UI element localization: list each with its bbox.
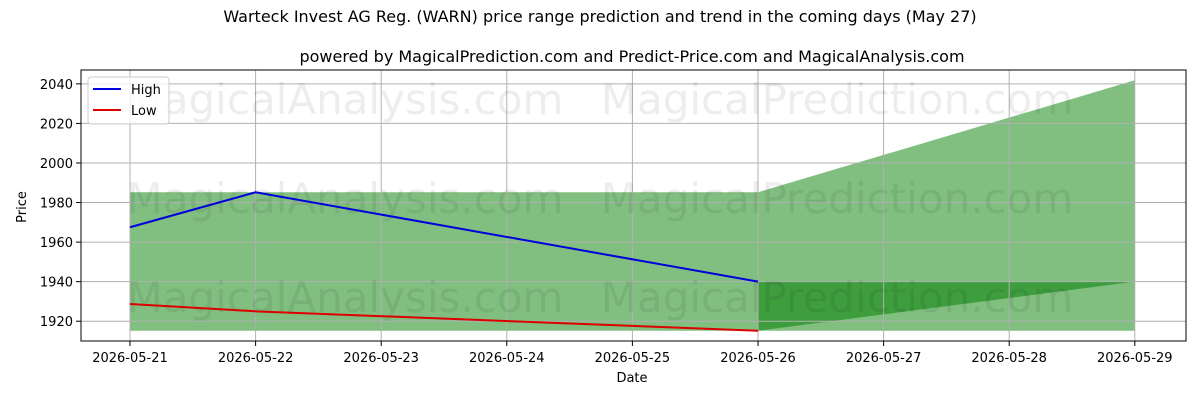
y-tick-label: 2020 <box>40 117 73 132</box>
grid-lines <box>81 70 1186 341</box>
y-tick-label: 1940 <box>40 276 73 291</box>
series-lines <box>129 191 759 332</box>
y-axis-ticks: 1920 1940 1960 1980 2000 2020 2040 <box>40 78 81 330</box>
chart-title: Warteck Invest AG Reg. (WARN) price rang… <box>223 7 976 26</box>
watermark-text: MagicalPrediction.com <box>601 273 1074 322</box>
x-tick-label: 2026-05-21 <box>92 351 168 366</box>
y-tick-label: 2040 <box>40 78 73 93</box>
watermarks: MagicalAnalysis.com MagicalPrediction.com… <box>127 75 1074 322</box>
watermark-text: MagicalPrediction.com <box>601 75 1074 124</box>
legend-label-low: Low <box>131 104 157 119</box>
prediction-band-1 <box>758 80 1135 331</box>
prediction-bands <box>130 80 1135 331</box>
y-tick-label: 1960 <box>40 236 73 251</box>
x-tick-label: 2026-05-26 <box>720 351 796 366</box>
y-tick-label: 2000 <box>40 157 73 172</box>
y-axis-label: Price <box>15 191 30 223</box>
watermark-text: MagicalPrediction.com <box>601 174 1074 223</box>
plot-frame <box>80 69 1187 342</box>
x-tick-label: 2026-05-27 <box>846 351 922 366</box>
chart-subtitle: powered by MagicalPrediction.com and Pre… <box>299 47 964 66</box>
x-axis-ticks: 2026-05-21 2026-05-22 2026-05-23 2026-05-24… <box>92 341 1173 366</box>
prediction-band-0 <box>130 192 758 331</box>
x-tick-label: 2026-05-24 <box>469 351 545 366</box>
y-tick-label: 1920 <box>40 315 73 330</box>
x-axis-label: Date <box>616 371 647 386</box>
y-tick-label: 1980 <box>40 197 73 212</box>
x-tick-label: 2026-05-28 <box>971 351 1047 366</box>
legend-label-high: High <box>131 83 161 98</box>
x-tick-label: 2026-05-25 <box>595 351 671 366</box>
x-tick-label: 2026-05-29 <box>1097 351 1173 366</box>
legend: High Low <box>87 76 170 125</box>
watermark-text: MagicalAnalysis.com <box>127 75 564 124</box>
x-tick-label: 2026-05-22 <box>218 351 294 366</box>
prediction-band-2 <box>758 281 1135 331</box>
x-tick-label: 2026-05-23 <box>343 351 419 366</box>
watermark-text: MagicalAnalysis.com <box>127 174 564 223</box>
